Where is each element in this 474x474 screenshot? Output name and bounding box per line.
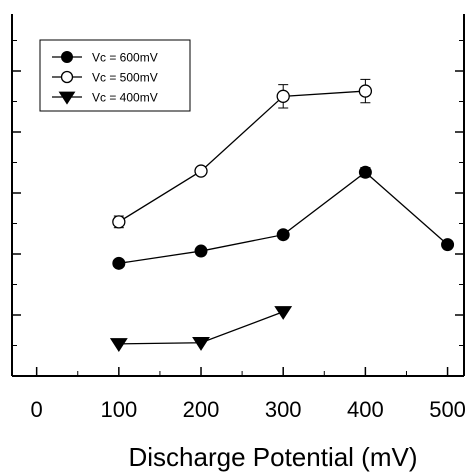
legend-label: Vc = 600mV bbox=[92, 51, 158, 65]
x-tick-label: 100 bbox=[100, 397, 137, 422]
tick-marks bbox=[12, 40, 464, 377]
legend-label: Vc = 500mV bbox=[92, 71, 158, 85]
data-point bbox=[358, 84, 373, 98]
x-tick-label: 400 bbox=[347, 397, 384, 422]
series-line bbox=[118, 90, 366, 223]
data-point bbox=[276, 89, 290, 103]
legend-item: Vc = 600mV bbox=[52, 51, 158, 65]
legend-marker bbox=[58, 91, 76, 105]
legend-item: Vc = 500mV bbox=[52, 71, 158, 85]
data-point bbox=[112, 256, 126, 270]
data-point bbox=[109, 338, 128, 353]
data-point bbox=[194, 164, 208, 178]
legend-marker bbox=[60, 70, 74, 84]
x-tick-labels: 0 100 200 300 400 500 bbox=[31, 397, 466, 422]
data-point bbox=[192, 337, 210, 351]
series-2 bbox=[112, 78, 373, 229]
legend-item: Vc = 400mV bbox=[52, 91, 158, 105]
data-point bbox=[358, 165, 372, 179]
series-line bbox=[118, 171, 448, 264]
legend: Vc = 600mV Vc = 500mV Vc = 400mV bbox=[39, 39, 191, 112]
x-tick-label: 300 bbox=[265, 397, 302, 422]
x-tick-label: 500 bbox=[429, 397, 466, 422]
series-1 bbox=[112, 165, 455, 270]
data-point bbox=[194, 244, 208, 258]
series-3 bbox=[109, 306, 293, 353]
data-point bbox=[274, 306, 293, 320]
data-point bbox=[112, 215, 126, 229]
x-tick-label: 0 bbox=[31, 397, 43, 422]
data-point bbox=[276, 228, 290, 242]
x-tick-label: 200 bbox=[183, 397, 220, 422]
legend-marker bbox=[61, 51, 73, 63]
series-layer bbox=[109, 78, 455, 353]
x-axis-title: Discharge Potential (mV) bbox=[129, 442, 418, 472]
data-point bbox=[441, 238, 455, 252]
legend-label: Vc = 400mV bbox=[92, 91, 158, 105]
